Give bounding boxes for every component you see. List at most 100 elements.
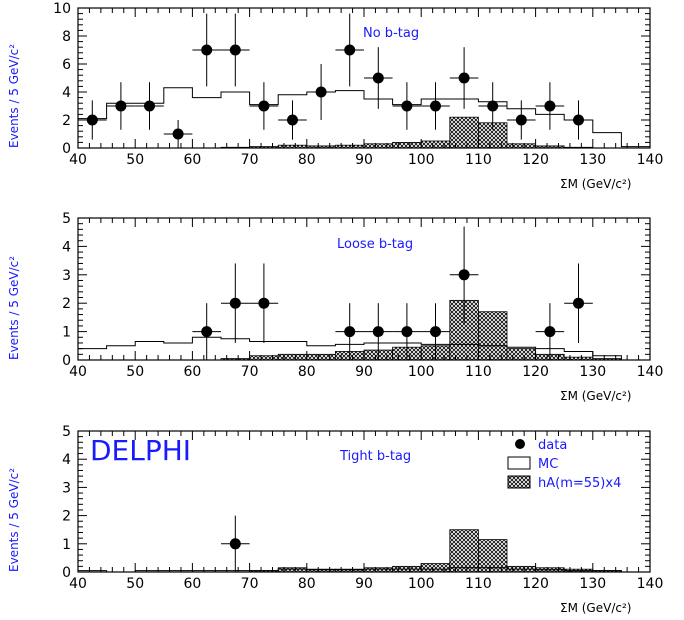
signal-bar xyxy=(277,567,308,573)
x-tick-label: 70 xyxy=(241,364,259,380)
x-tick-label: 140 xyxy=(637,576,664,592)
y-tick-label: 5 xyxy=(62,211,71,227)
signal-bar xyxy=(420,563,451,573)
x-tick-label: 110 xyxy=(465,364,492,380)
data-point xyxy=(163,120,193,148)
data-point xyxy=(507,100,536,140)
y-tick-label: 0 xyxy=(62,565,71,581)
data-point xyxy=(535,82,565,130)
data-point xyxy=(392,303,422,360)
y-tick-label: 4 xyxy=(62,452,71,468)
x-tick-label: 100 xyxy=(408,576,435,592)
signal-bar xyxy=(277,353,308,361)
panel-loose-btag: 40 50 60 70 80 90 100 110 120 130 140 0 1 2 3 4 5 Loose … xyxy=(7,211,663,403)
data-point xyxy=(564,263,593,343)
x-axis-label: ΣM (GeV/c²) xyxy=(560,601,631,615)
data-point xyxy=(249,263,279,343)
data-point xyxy=(249,82,279,130)
y-tick-label: 6 xyxy=(62,57,71,73)
y-tick-label: 0 xyxy=(62,141,71,157)
legend-signal-label: hA(m=55)x4 xyxy=(538,476,621,491)
data-point xyxy=(535,303,565,360)
signal-bar xyxy=(506,143,537,149)
x-tick-label: 80 xyxy=(298,576,316,592)
x-tick-label: 130 xyxy=(579,152,606,168)
data-point xyxy=(221,515,250,572)
y-tick-label: 0 xyxy=(62,353,71,369)
data-point xyxy=(192,303,221,360)
y-tick-label: 2 xyxy=(62,113,71,129)
legend-mc-swatch xyxy=(507,456,531,470)
legend-signal-swatch xyxy=(507,475,531,489)
x-tick-label: 80 xyxy=(298,364,316,380)
data-point xyxy=(221,13,250,87)
x-axis-label: ΣM (GeV/c²) xyxy=(560,389,631,403)
y-tick-label: 4 xyxy=(62,85,71,101)
x-tick-label: 130 xyxy=(579,364,606,380)
x-axis-label: ΣM (GeV/c²) xyxy=(560,177,631,191)
mc-histogram xyxy=(78,87,650,148)
data-point xyxy=(106,82,136,130)
y-tick-label: 2 xyxy=(62,296,71,312)
y-axis-label: Events / 5 GeV/c² xyxy=(7,44,21,148)
x-tick-label: 100 xyxy=(408,152,435,168)
x-tick-label: 40 xyxy=(69,576,87,592)
x-tick-label: 50 xyxy=(126,152,144,168)
signal-bar xyxy=(506,348,537,361)
data-point xyxy=(335,303,364,360)
panel-tag-label: Tight b-tag xyxy=(339,449,411,464)
y-tick-label: 8 xyxy=(62,29,71,45)
signal-bar xyxy=(477,311,508,361)
y-tick-label: 3 xyxy=(62,268,71,284)
data-point xyxy=(449,226,479,324)
data-point xyxy=(449,47,479,109)
data-point xyxy=(421,82,450,130)
signal-bar xyxy=(477,539,508,573)
legend-mc-label: MC xyxy=(538,457,558,472)
x-tick-label: 60 xyxy=(183,576,201,592)
x-tick-label: 70 xyxy=(241,576,259,592)
data-point xyxy=(364,47,393,109)
panel-tag-label: Loose b-tag xyxy=(337,237,413,252)
signal-bar xyxy=(449,116,479,149)
data-point xyxy=(306,64,336,120)
legend-data-marker xyxy=(515,439,525,449)
data-point xyxy=(221,263,250,343)
x-tick-label: 110 xyxy=(465,152,492,168)
y-tick-label: 4 xyxy=(62,239,71,255)
x-tick-label: 60 xyxy=(183,364,201,380)
signal-bar xyxy=(363,143,394,149)
x-tick-label: 140 xyxy=(637,152,664,168)
x-tick-label: 140 xyxy=(637,364,664,380)
data-point xyxy=(421,303,450,360)
y-tick-label: 5 xyxy=(62,424,71,440)
data-point xyxy=(335,13,364,87)
panel-tag-label: No b-tag xyxy=(363,26,419,41)
signal-bar xyxy=(363,567,394,573)
data-point xyxy=(478,82,507,130)
signal-bar xyxy=(306,353,336,361)
data-point xyxy=(192,13,221,87)
x-tick-label: 130 xyxy=(579,576,606,592)
y-tick-label: 3 xyxy=(62,480,71,496)
x-tick-label: 40 xyxy=(69,152,87,168)
data-point xyxy=(392,82,422,130)
y-axis-label: Events / 5 GeV/c² xyxy=(7,468,21,572)
y-tick-label: 1 xyxy=(62,325,71,341)
data-point xyxy=(364,303,393,360)
signal-bar xyxy=(420,140,451,149)
panel-tight-btag: 40 50 60 70 80 90 100 110 120 130 140 0 1 2 3 4 5 DELPHI… xyxy=(7,424,663,615)
legend-data-label: data xyxy=(538,438,567,453)
x-tick-label: 40 xyxy=(69,364,87,380)
data-point xyxy=(564,100,593,140)
signal-bar xyxy=(449,529,479,573)
data-point xyxy=(278,100,307,140)
x-tick-label: 50 xyxy=(126,576,144,592)
y-axis-label: Events / 5 GeV/c² xyxy=(7,256,21,360)
y-tick-label: 10 xyxy=(53,1,71,17)
x-tick-label: 90 xyxy=(355,576,373,592)
x-tick-label: 70 xyxy=(241,152,259,168)
data-point xyxy=(135,82,164,130)
y-tick-label: 1 xyxy=(62,537,71,553)
